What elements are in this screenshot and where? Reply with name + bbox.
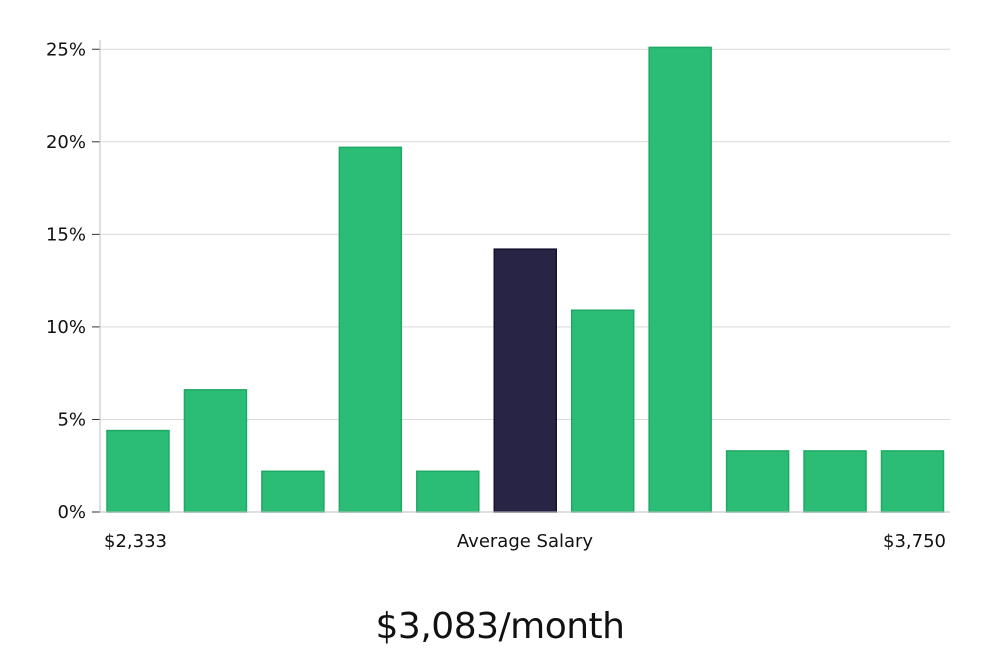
bar	[803, 450, 867, 513]
gridlines	[100, 48, 950, 420]
bar	[570, 309, 635, 513]
y-tick-label: 5%	[57, 409, 86, 430]
x-axis-max-label: $3,750	[883, 531, 946, 552]
average-salary-value: $3,083/month	[375, 606, 625, 647]
bars	[106, 46, 945, 513]
bar	[648, 46, 712, 513]
y-tick-label: 15%	[46, 224, 86, 245]
bar	[338, 146, 403, 513]
y-tick-label: 25%	[46, 39, 86, 60]
y-tick-label: 10%	[46, 317, 86, 338]
x-axis-title: Average Salary	[457, 531, 594, 552]
bar	[106, 429, 170, 513]
bar	[261, 470, 325, 513]
y-tick-label: 20%	[46, 132, 86, 153]
x-axis-min-label: $2,333	[104, 531, 167, 552]
bar	[183, 389, 248, 513]
salary-distribution-chart: 0% 5% 10% 15% 20% 25% $2,333 Average Salary $…	[46, 39, 950, 552]
y-tick-label: 0%	[57, 502, 86, 523]
bar-highlighted	[493, 248, 557, 513]
bar	[880, 450, 945, 513]
y-axis-ticks: 0% 5% 10% 15% 20% 25%	[46, 39, 100, 523]
bar	[725, 450, 790, 513]
bar	[416, 470, 480, 513]
